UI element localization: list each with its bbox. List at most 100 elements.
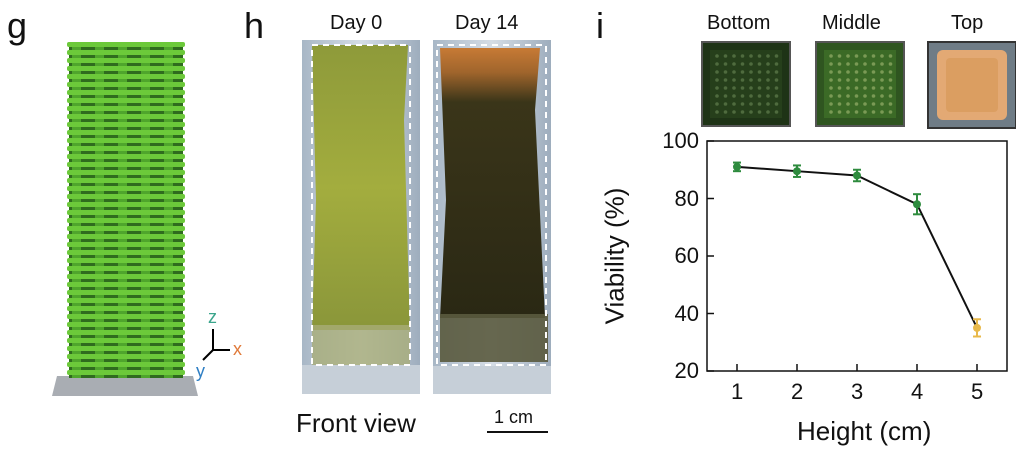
data-point bbox=[733, 162, 741, 171]
scaffold-tower bbox=[52, 42, 198, 396]
y-tick-label: 60 bbox=[674, 243, 699, 268]
filament-post bbox=[164, 375, 173, 378]
pore-dot bbox=[863, 110, 867, 114]
filament-post bbox=[95, 327, 104, 330]
pore-dot bbox=[766, 62, 770, 66]
filament-layer bbox=[67, 226, 185, 231]
filament-post bbox=[95, 247, 104, 250]
filament-post bbox=[118, 143, 127, 146]
filament-layer bbox=[67, 354, 185, 359]
filament-post bbox=[141, 119, 150, 122]
data-point bbox=[853, 171, 861, 180]
pore-dot bbox=[880, 78, 884, 82]
pore-dot bbox=[829, 110, 833, 114]
filament-post bbox=[95, 79, 104, 82]
filament-post bbox=[164, 359, 173, 362]
plot-frame bbox=[706, 140, 1008, 372]
pore-dot bbox=[740, 110, 745, 114]
filament-post bbox=[164, 239, 173, 242]
pore-dot bbox=[871, 62, 876, 66]
pore-dot bbox=[749, 70, 753, 74]
filament-post bbox=[72, 167, 81, 170]
filament-post bbox=[141, 247, 150, 250]
tower-body bbox=[69, 42, 183, 378]
filament-post bbox=[164, 367, 173, 370]
inset-top bbox=[927, 41, 1016, 129]
pore-dot bbox=[757, 86, 762, 90]
filament-post bbox=[95, 119, 104, 122]
filament-post bbox=[118, 135, 127, 138]
pore-dot bbox=[740, 94, 745, 98]
photo-label-day0: Day 0 bbox=[330, 12, 383, 34]
filament-post bbox=[118, 359, 127, 362]
filament-post bbox=[141, 335, 150, 338]
filament-post bbox=[141, 111, 150, 114]
filament-post bbox=[72, 191, 81, 194]
pore-dot bbox=[854, 102, 859, 106]
filament-post bbox=[95, 55, 104, 58]
pore-dot bbox=[740, 62, 745, 66]
filament-post bbox=[95, 87, 104, 90]
filament-post bbox=[141, 199, 150, 202]
filament-post bbox=[72, 103, 81, 106]
pore-dot bbox=[888, 54, 893, 58]
pore-dot bbox=[766, 54, 770, 58]
pore-dot bbox=[774, 102, 779, 106]
filament-post bbox=[164, 63, 173, 66]
pore-dot bbox=[846, 94, 850, 98]
inset-label-middle: Middle bbox=[822, 12, 881, 34]
pore-dot bbox=[888, 78, 893, 82]
filament-post bbox=[164, 119, 173, 122]
pore-dot bbox=[723, 102, 728, 106]
filament-post bbox=[164, 199, 173, 202]
filament-post bbox=[95, 151, 104, 154]
filament-post bbox=[164, 111, 173, 114]
filament-post bbox=[118, 223, 127, 226]
pore-dot bbox=[740, 86, 745, 90]
filament-layer bbox=[67, 82, 185, 87]
pore-dot bbox=[723, 110, 728, 114]
filament-post bbox=[164, 55, 173, 58]
filament-layer bbox=[67, 250, 185, 255]
data-point bbox=[973, 323, 981, 332]
pore-dot bbox=[863, 86, 867, 90]
filament-post bbox=[95, 303, 104, 306]
filament-post bbox=[164, 287, 173, 290]
filament-post bbox=[72, 135, 81, 138]
filament-layer bbox=[67, 258, 185, 263]
pore-dot bbox=[854, 86, 859, 90]
filament-post bbox=[118, 263, 127, 266]
pore-dot bbox=[837, 62, 842, 66]
filament-post bbox=[141, 103, 150, 106]
filament-layer bbox=[67, 202, 185, 207]
filament-post bbox=[118, 55, 127, 58]
pore-dot bbox=[829, 70, 833, 74]
filament-post bbox=[95, 239, 104, 242]
pore-dot bbox=[723, 70, 728, 74]
filament-post bbox=[95, 375, 104, 378]
filament-post bbox=[95, 223, 104, 226]
pore-dot bbox=[888, 62, 893, 66]
filament-post bbox=[72, 71, 81, 74]
filament-post bbox=[72, 319, 81, 322]
filament-post bbox=[118, 167, 127, 170]
pore-dot bbox=[732, 78, 736, 82]
filament-post bbox=[118, 335, 127, 338]
filament-post bbox=[141, 263, 150, 266]
filament-post bbox=[164, 263, 173, 266]
filament-post bbox=[95, 183, 104, 186]
filament-post bbox=[141, 279, 150, 282]
pore-dot bbox=[723, 94, 728, 98]
filament-post bbox=[118, 295, 127, 298]
filament-layer bbox=[67, 122, 185, 127]
filament-layer bbox=[67, 346, 185, 351]
pore-dot bbox=[854, 62, 859, 66]
pore-dot bbox=[732, 102, 736, 106]
pore-dot bbox=[766, 86, 770, 90]
pore-dot bbox=[829, 102, 833, 106]
filament-layer bbox=[67, 170, 185, 175]
filament-post bbox=[141, 327, 150, 330]
pore-dot bbox=[715, 86, 719, 90]
pore-dot bbox=[732, 62, 736, 66]
filament-post bbox=[141, 351, 150, 354]
